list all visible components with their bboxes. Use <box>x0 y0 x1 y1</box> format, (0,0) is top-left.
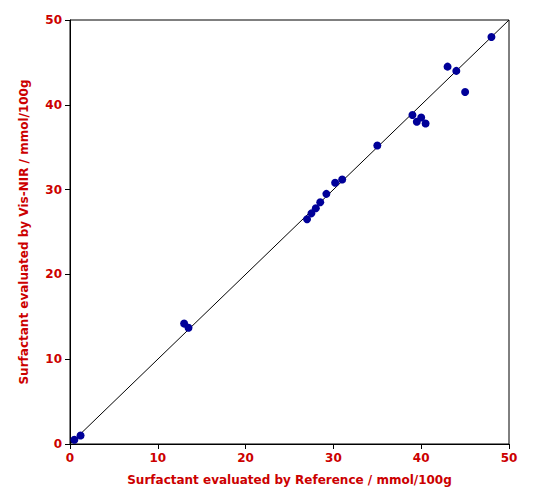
svg-text:10: 10 <box>45 352 62 366</box>
svg-text:50: 50 <box>45 13 62 27</box>
svg-text:20: 20 <box>45 267 62 281</box>
svg-text:40: 40 <box>45 98 62 112</box>
svg-text:Surfactant evaluated by Vis-NI: Surfactant evaluated by Vis-NIR / mmol/1… <box>17 79 31 384</box>
svg-text:0: 0 <box>54 437 62 451</box>
svg-text:20: 20 <box>237 451 254 465</box>
svg-text:30: 30 <box>45 183 62 197</box>
svg-text:50: 50 <box>501 451 518 465</box>
svg-text:Surfactant evaluated by Refere: Surfactant evaluated by Reference / mmol… <box>127 473 452 487</box>
svg-text:10: 10 <box>149 451 166 465</box>
svg-text:0: 0 <box>66 451 74 465</box>
svg-text:40: 40 <box>413 451 430 465</box>
svg-text:30: 30 <box>325 451 342 465</box>
